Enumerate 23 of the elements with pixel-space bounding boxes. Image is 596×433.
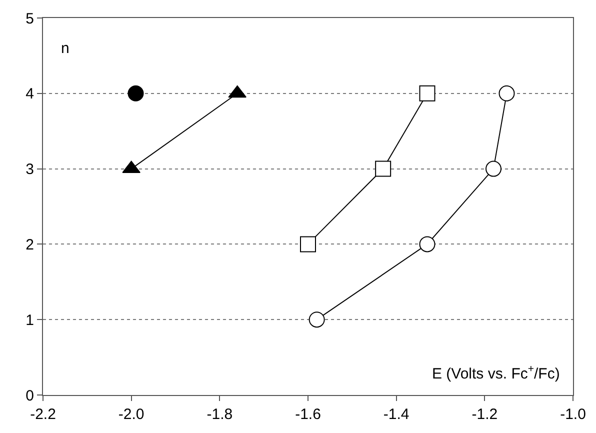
x-tick-label: -1.0 [560, 406, 586, 423]
x-tick-label: -1.4 [383, 406, 410, 423]
y-tick-label: 0 [26, 387, 34, 404]
x-tick-label: -1.6 [295, 406, 321, 423]
x-tick-label: -2.2 [30, 406, 56, 423]
point [498, 85, 515, 102]
y-tick-label: 4 [26, 86, 34, 103]
x-axis-title: E (Volts vs. Fc$^{+}$/Fc) [432, 363, 560, 382]
point [419, 85, 436, 102]
point [308, 312, 325, 328]
point [300, 236, 316, 252]
x-tick-label: -2.0 [118, 406, 144, 423]
x-tick-label: -1.8 [206, 406, 233, 423]
y-axis-title: n [61, 40, 70, 57]
x-tick-label: -1.2 [472, 406, 498, 423]
y-tick-label: 1 [26, 312, 34, 329]
y-tick-label: 3 [26, 161, 34, 178]
y-tick-label: 5 [26, 10, 34, 28]
point [486, 160, 502, 177]
point [375, 160, 392, 177]
point [419, 236, 436, 252]
y-tick-label: 2 [26, 236, 34, 254]
point [128, 85, 144, 102]
